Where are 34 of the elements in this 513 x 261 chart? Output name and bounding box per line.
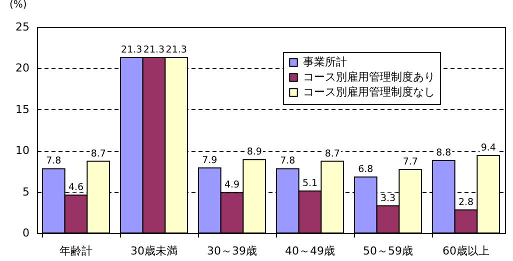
y-tick-label: 10 [16, 144, 30, 158]
legend-label: コース別雇用管理制度あり [303, 70, 435, 84]
data-label: 4.6 [68, 182, 84, 194]
x-tick-label: 50～59歳 [363, 244, 413, 258]
y-tick-label: 5 [22, 185, 30, 198]
data-label: 7.9 [202, 154, 218, 166]
data-label: 6.8 [358, 164, 374, 175]
x-tick-label: 30～39歳 [207, 244, 257, 258]
x-tick-label: 年齢計 [60, 244, 92, 258]
data-label: 7.7 [402, 156, 418, 168]
data-label: 8.9 [246, 146, 262, 158]
x-tick-label: 40～49歳 [285, 244, 335, 258]
data-label: 4.9 [224, 180, 240, 191]
data-label: 3.3 [380, 192, 396, 204]
data-label: 8.7 [324, 148, 340, 160]
y-tick-label: 15 [16, 102, 30, 116]
data-label: 21.3 [143, 44, 165, 56]
y-axis-title: (%) [10, 0, 27, 10]
data-label: 8.7 [90, 148, 106, 160]
data-label: 7.8 [46, 156, 62, 167]
data-label: 8.8 [436, 147, 452, 158]
data-label: 21.3 [121, 44, 142, 56]
data-label: 9.4 [480, 142, 496, 154]
data-label: 5.1 [302, 178, 318, 189]
legend-label: 事業所計 [303, 56, 347, 68]
data-label: 21.3 [166, 44, 187, 56]
x-tick-label: 30歳未満 [130, 244, 178, 258]
data-label: 7.8 [280, 156, 296, 167]
y-tick-label: 0 [22, 226, 30, 240]
y-tick-label: 25 [16, 20, 30, 34]
legend-label: コース別雇用管理制度なし [303, 86, 435, 98]
y-tick-label: 20 [16, 62, 30, 75]
data-label: 2.8 [458, 196, 474, 208]
x-tick-label: 60歳以上 [442, 244, 490, 258]
